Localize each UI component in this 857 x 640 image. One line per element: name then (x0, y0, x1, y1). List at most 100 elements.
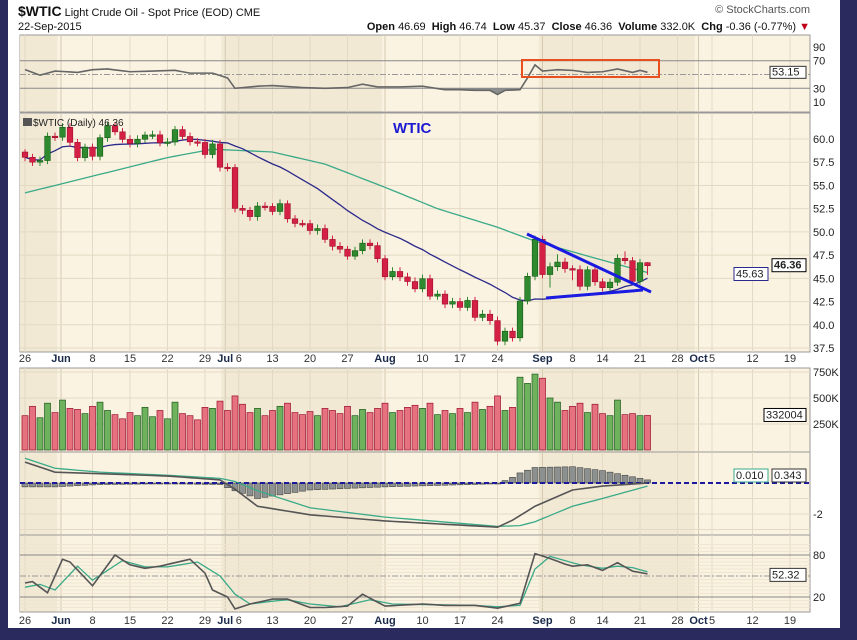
x-tick-label: 28 (671, 353, 683, 365)
candle (254, 202, 261, 221)
candle (239, 204, 246, 215)
candle (599, 278, 606, 292)
volume-bar (606, 415, 614, 451)
x-tick-label: 8 (89, 615, 95, 627)
volume-bar (111, 414, 119, 451)
candle-body (539, 239, 546, 275)
rsi-tick-label: 30 (813, 83, 825, 95)
volume-bar (426, 402, 434, 451)
x-tick-label: 5 (709, 615, 715, 627)
candle (374, 242, 381, 263)
candle (336, 242, 344, 254)
candle-body (74, 142, 81, 158)
candle-body (404, 276, 411, 282)
copyright[interactable]: © StockCharts.com (715, 4, 810, 16)
candle (224, 163, 231, 172)
candle-body (636, 262, 644, 282)
candle-body (644, 262, 651, 267)
candle (284, 200, 291, 223)
macd-histogram-bar (576, 467, 584, 484)
candle (44, 132, 51, 165)
trendline-lower (545, 288, 644, 300)
x-tick-label: 8 (569, 615, 575, 627)
candle (584, 266, 591, 291)
symbol: $WTIC (18, 3, 62, 19)
macd-histogram-bar (351, 482, 359, 489)
volume-bar (614, 399, 621, 451)
candle-body (239, 208, 246, 211)
volume-bar (359, 409, 366, 451)
macd-histogram-bar (524, 469, 531, 484)
volume-bar (74, 409, 81, 451)
volume-bar (126, 412, 134, 451)
chart-date: 22-Sep-2015 (18, 21, 82, 33)
candle-body (59, 126, 66, 138)
rsi-tick-label: 90 (813, 42, 825, 54)
candle-body (104, 125, 111, 138)
candle (396, 267, 404, 282)
high-value: 46.74 (459, 21, 487, 33)
candle-body (389, 271, 396, 278)
annotation-box (521, 59, 660, 78)
candle-body (201, 142, 209, 155)
volume-bar (149, 416, 156, 451)
candle-body (606, 281, 614, 288)
candle (471, 296, 479, 322)
moving-average-short-line (24, 138, 648, 302)
x-tick-label: Jul (217, 615, 233, 627)
close-label: Close (551, 21, 582, 33)
x-tick-label: 17 (454, 615, 466, 627)
trendline-upper (526, 232, 652, 294)
volume-bar (186, 415, 194, 451)
candle-body (66, 126, 74, 143)
volume-bar (471, 401, 479, 451)
candle-body (494, 320, 501, 342)
volume-bar (644, 415, 651, 451)
candle-body (141, 134, 149, 140)
volume-bar (381, 402, 389, 451)
rsi-tick-label: 10 (813, 97, 825, 109)
candle (291, 215, 299, 228)
low-label: Low (492, 21, 515, 33)
x-tick-label: 14 (596, 615, 608, 627)
x-tick-label: 26 (19, 353, 31, 365)
x-tick-label: 29 (199, 353, 211, 365)
candle-body (134, 138, 141, 144)
volume-bar (329, 410, 336, 451)
volume-bar (134, 415, 141, 451)
shaded-month-band (221, 35, 382, 112)
volume-bar (164, 418, 171, 451)
candle-body (569, 268, 576, 271)
price-value-tag (771, 258, 807, 273)
x-tick-label: 10 (416, 353, 428, 365)
volume-bar (509, 407, 516, 451)
volume-bar (36, 417, 44, 451)
candle-body (486, 313, 494, 321)
candle (509, 327, 516, 342)
volume-bar (261, 415, 269, 451)
volume-bar (344, 405, 351, 451)
candle (299, 219, 306, 228)
x-tick-label: 17 (454, 353, 466, 365)
candle (216, 139, 224, 172)
volume-bar (516, 376, 524, 451)
candle (644, 262, 651, 275)
candle (89, 143, 96, 161)
candle (389, 267, 396, 281)
volume-bar (179, 413, 186, 451)
chg-value: -0.36 (-0.77%) (725, 21, 797, 33)
rsi-value-tag (769, 65, 807, 79)
volume-bar (464, 412, 471, 451)
candle (344, 245, 351, 260)
candle (306, 219, 314, 235)
volume-bar (366, 412, 374, 451)
volume-bar (584, 412, 591, 451)
volume-bar (239, 403, 246, 451)
x-tick-label: 14 (596, 353, 608, 365)
candle-body (179, 129, 186, 137)
instrument-name: Light Crude Oil - Spot Price (EOD) (64, 7, 233, 19)
candle (179, 125, 186, 140)
x-tick-label: 19 (784, 353, 796, 365)
volume-bar (104, 410, 111, 451)
volume-bar (351, 415, 359, 451)
